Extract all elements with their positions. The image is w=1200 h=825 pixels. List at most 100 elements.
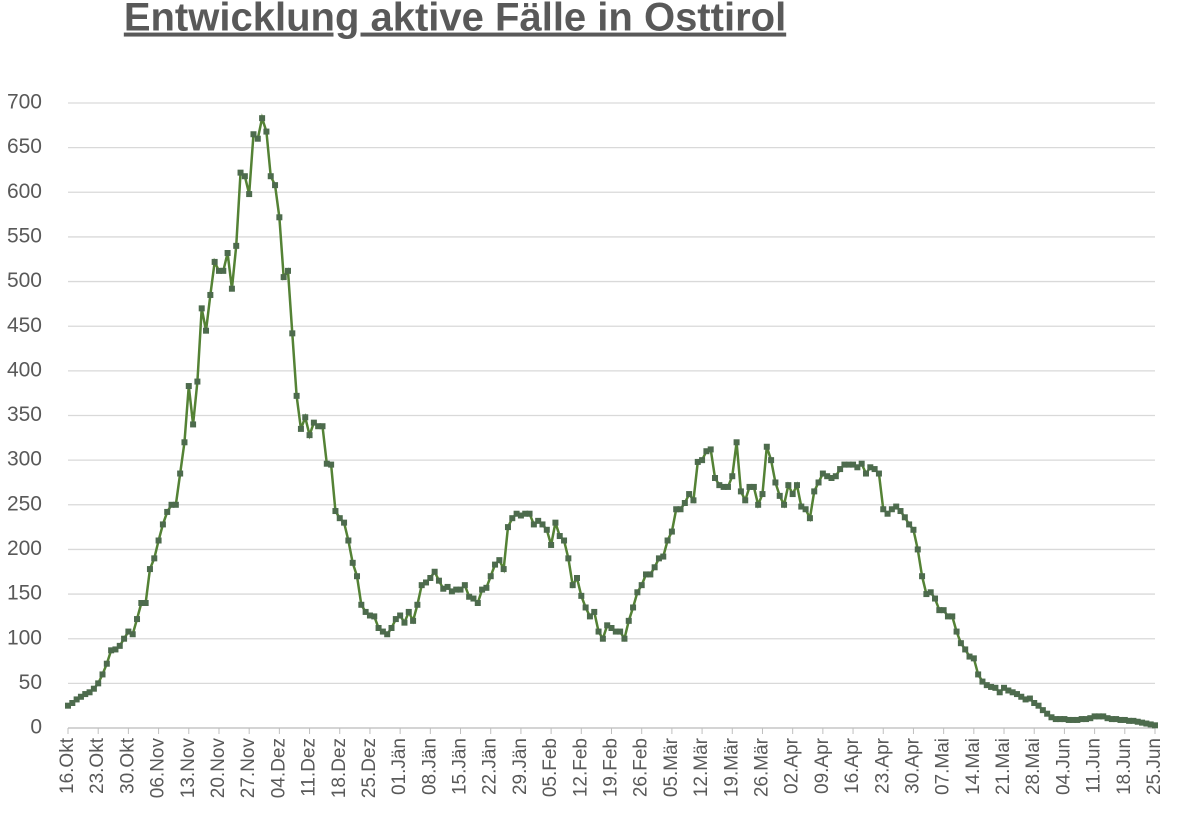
y-tick-label: 450 — [7, 314, 42, 337]
y-tick-label: 550 — [7, 224, 42, 247]
data-point — [815, 479, 822, 486]
data-point — [655, 555, 662, 562]
data-point — [668, 528, 675, 535]
data-point — [1052, 716, 1059, 723]
x-tick-label: 12.Feb — [570, 738, 591, 797]
y-tick-label: 300 — [7, 448, 42, 471]
data-point — [302, 414, 309, 421]
data-point — [1134, 718, 1141, 725]
data-point — [198, 305, 205, 312]
data-point — [621, 635, 628, 642]
data-point — [1121, 716, 1128, 723]
data-point — [1087, 715, 1094, 722]
data-point — [146, 566, 153, 573]
data-point — [1039, 707, 1046, 714]
data-point — [617, 628, 624, 635]
data-point — [168, 501, 175, 508]
data-point — [919, 573, 926, 580]
data-point — [720, 483, 727, 490]
x-tick-label: 25.Jun — [1144, 738, 1165, 795]
y-tick-label: 250 — [7, 492, 42, 515]
data-point — [435, 577, 442, 584]
data-point — [82, 691, 89, 698]
data-point — [228, 285, 235, 292]
data-point — [673, 506, 680, 513]
data-point — [129, 631, 136, 638]
x-tick-label: 18.Jun — [1114, 738, 1135, 795]
data-point — [1113, 716, 1120, 723]
data-point — [121, 635, 128, 642]
x-tick-label: 25.Dez — [359, 738, 380, 798]
data-point — [1095, 713, 1102, 720]
data-point — [789, 491, 796, 498]
data-point — [737, 488, 744, 495]
x-tick-label: 28.Mai — [1023, 738, 1044, 795]
data-point — [932, 595, 939, 602]
data-point — [90, 685, 97, 692]
x-tick-label: 16.Okt — [57, 737, 78, 794]
data-point — [427, 575, 434, 581]
data-point — [763, 443, 770, 450]
data-point — [1013, 691, 1020, 698]
data-point — [405, 608, 412, 615]
data-point — [293, 392, 300, 399]
data-point — [548, 541, 555, 548]
data-point — [95, 680, 102, 687]
data-point — [401, 619, 408, 626]
data-point — [888, 506, 895, 513]
data-point — [280, 274, 287, 281]
data-point — [565, 555, 572, 562]
data-point — [466, 593, 473, 600]
data-point — [651, 564, 658, 571]
y-tick-label: 200 — [7, 537, 42, 560]
data-point — [496, 557, 503, 564]
data-point — [552, 519, 559, 526]
data-point — [750, 483, 757, 490]
data-point — [832, 473, 839, 480]
data-point — [1061, 716, 1068, 723]
data-line — [67, 113, 1156, 727]
data-point — [914, 546, 921, 553]
data-point — [556, 533, 563, 540]
x-tick-label: 23.Okt — [87, 737, 108, 794]
data-point — [1100, 713, 1107, 720]
data-point — [845, 461, 852, 468]
data-point — [77, 693, 84, 700]
y-tick-label: 350 — [7, 403, 42, 426]
data-point — [418, 582, 425, 589]
data-point — [608, 625, 615, 631]
data-point — [543, 526, 550, 533]
data-point — [591, 608, 598, 615]
data-point — [112, 646, 119, 653]
data-point — [1048, 714, 1055, 721]
data-point — [811, 488, 818, 495]
data-point — [1152, 722, 1158, 729]
data-point — [802, 506, 809, 513]
data-point — [1035, 702, 1042, 709]
data-point — [349, 559, 356, 566]
data-point — [686, 491, 693, 498]
data-point — [940, 607, 947, 614]
data-point — [474, 600, 481, 606]
data-point — [220, 267, 227, 274]
data-point — [1026, 695, 1033, 702]
x-tick-label: 16.Apr — [842, 737, 863, 794]
data-point — [414, 601, 421, 608]
data-point — [1117, 716, 1124, 723]
data-point — [647, 571, 654, 578]
data-point — [841, 461, 848, 468]
data-point — [996, 689, 1003, 696]
data-point — [211, 258, 218, 265]
data-point — [539, 521, 546, 528]
x-tick-label: 19.Mär — [721, 737, 742, 797]
data-point — [487, 573, 494, 580]
data-point — [172, 501, 179, 508]
data-point — [215, 267, 222, 274]
data-point — [341, 519, 348, 526]
data-point — [345, 537, 352, 544]
x-tick-label: 23.Apr — [872, 737, 893, 794]
data-point — [1082, 716, 1089, 723]
data-point — [586, 613, 593, 620]
data-point — [772, 479, 779, 486]
data-point — [276, 214, 283, 221]
